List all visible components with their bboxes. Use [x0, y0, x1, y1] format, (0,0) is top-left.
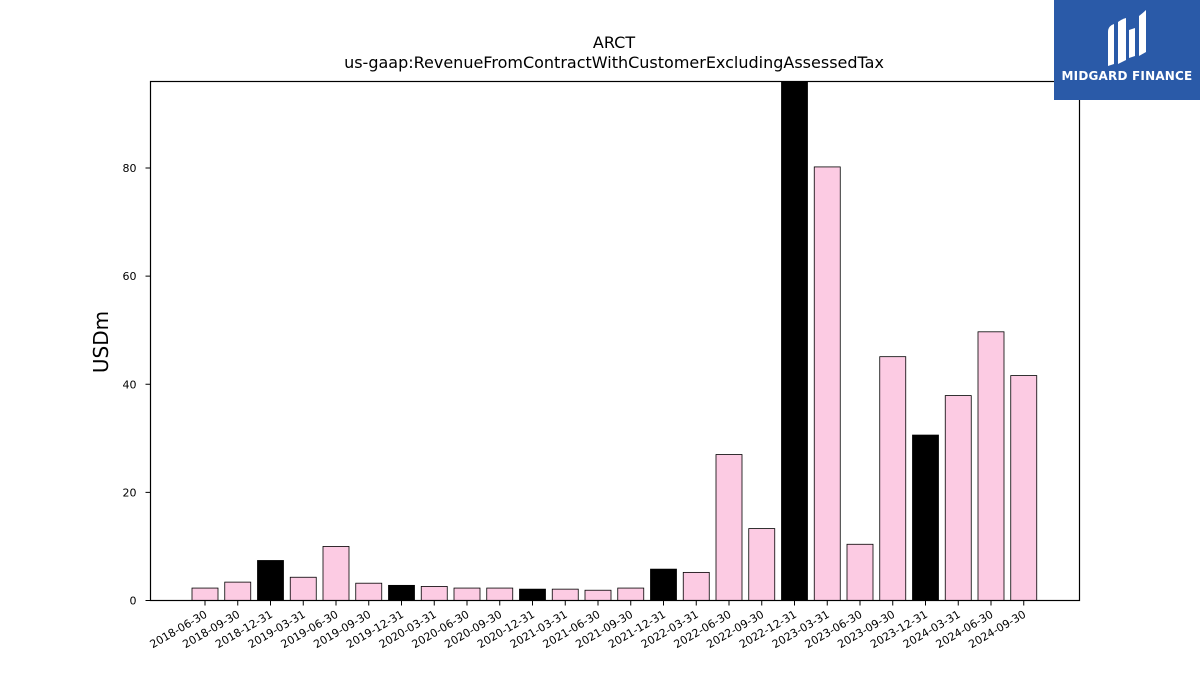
- y-tick-label: 40: [123, 378, 137, 391]
- midgard-logo-icon: [1108, 10, 1146, 66]
- bar-2020-09-30: [486, 587, 514, 601]
- bar-2023-06-30: [846, 543, 874, 601]
- bar-2021-09-30: [617, 587, 645, 601]
- bar-2019-12-31: [388, 584, 415, 601]
- bar-2022-12-31: [781, 81, 808, 601]
- y-tick-label: 60: [123, 270, 137, 283]
- bars-group: [191, 81, 1038, 601]
- y-axis-ticks: 0 20 40 60 80: [123, 162, 151, 608]
- bar-2022-06-30: [715, 454, 743, 601]
- y-tick-label: 0: [130, 595, 137, 608]
- bar-2023-09-30: [879, 356, 907, 601]
- bar-2022-09-30: [748, 528, 776, 601]
- y-tick-label: 80: [123, 162, 137, 175]
- y-axis-label: USDm: [89, 311, 113, 373]
- bar-2021-12-31: [650, 568, 677, 601]
- bar-2021-03-31: [551, 588, 579, 601]
- bar-2022-03-31: [682, 571, 710, 601]
- brand-logo-text: MIDGARD FINANCE: [1061, 69, 1193, 83]
- bar-2023-12-31: [912, 434, 939, 601]
- bar-2024-09-30: [1010, 375, 1038, 601]
- bar-2018-12-31: [257, 560, 284, 601]
- bar-2019-06-30: [322, 546, 350, 601]
- bar-2021-06-30: [584, 589, 612, 601]
- bar-2018-06-30: [191, 587, 219, 601]
- bar-2020-12-31: [519, 588, 546, 601]
- x-axis-ticks: 2018-06-302018-09-302018-12-312019-03-31…: [148, 600, 1028, 651]
- bar-2018-09-30: [224, 581, 252, 601]
- bar-2020-06-30: [453, 587, 481, 601]
- plot-frame: [149, 80, 1081, 602]
- brand-logo: MIDGARD FINANCE: [1054, 0, 1200, 100]
- chart-title: ARCT: [593, 33, 635, 52]
- bar-2020-03-31: [420, 586, 448, 601]
- bar-2024-03-31: [944, 395, 972, 601]
- bar-2019-03-31: [289, 576, 317, 601]
- chart-subtitle: us-gaap:RevenueFromContractWithCustomerE…: [344, 53, 884, 72]
- bar-2024-06-30: [977, 331, 1005, 601]
- bar-2019-09-30: [355, 582, 383, 601]
- y-tick-label: 20: [123, 486, 137, 499]
- bar-2023-03-31: [813, 166, 841, 601]
